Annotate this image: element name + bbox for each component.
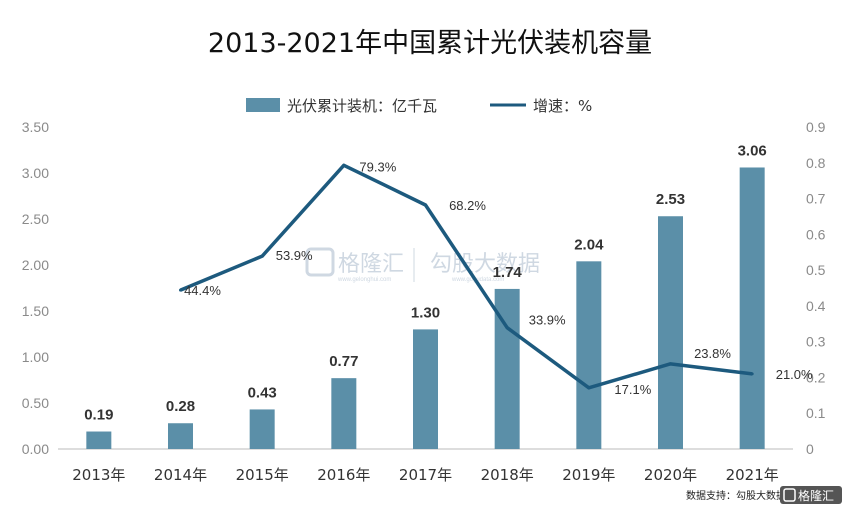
y-left-tick-label: 1.00 [22,349,49,365]
bar-data-label: 0.43 [248,384,277,401]
x-tick-label: 2021年 [726,466,779,484]
bar-data-label: 1.74 [493,264,523,281]
bar-series [86,167,765,450]
bar [86,431,112,449]
bar [576,261,602,449]
line-path [179,163,753,390]
line-data-label: 23.8% [694,346,731,361]
bar [331,378,357,449]
bar-data-label: 1.30 [411,304,440,321]
y-right-tick-label: 0.1 [806,405,826,421]
line-data-label: 79.3% [359,159,396,174]
footer-source: 数据支持：勾股大数据 [686,489,786,502]
y-right-tick-label: 0.9 [806,119,826,135]
y-right-tick-label: 0 [806,441,814,457]
y-left-tick-label: 2.50 [22,211,49,227]
line-series [179,163,754,390]
y-axis-left: 0.00 0.50 1.00 1.50 2.00 2.50 3.00 3.50 [22,119,49,457]
x-tick-label: 2016年 [317,466,370,484]
bar [739,167,765,450]
y-right-tick-label: 0.3 [806,334,826,350]
legend-line-label: 增速：% [533,97,592,115]
y-left-tick-label: 3.50 [22,119,49,135]
line-point [587,386,591,390]
line-data-label: 21.0% [776,367,813,382]
line-labels: 44.4% 53.9% 79.3% 68.2% 33.9% 17.1% 23.8% 21.0% [184,159,813,397]
bar-labels: 0.19 0.28 0.43 0.77 1.30 1.74 2.04 2.53 3.06 [84,142,767,423]
chart-title: 2013-2021年中国累计光伏装机容量 [208,28,652,59]
bar-data-label: 0.19 [84,407,113,424]
legend-bar-label: 光伏累计装机：亿千瓦 [287,97,437,115]
bar-data-label: 2.04 [574,236,604,253]
line-data-label: 68.2% [449,198,486,213]
bar-data-label: 3.06 [738,142,767,159]
x-tick-label: 2019年 [562,466,615,484]
line-point [179,288,182,292]
y-left-tick-label: 2.00 [22,257,49,273]
y-right-tick-label: 0.2 [806,369,826,385]
line-point [750,372,754,376]
footer-logo-text: 格隆汇 [798,488,834,503]
bar [413,329,438,449]
bar [168,423,193,449]
x-tick-label: 2020年 [644,466,697,484]
y-right-tick-label: 0.8 [806,155,826,171]
watermark-logo-icon [305,247,335,277]
line-data-label: 17.1% [614,382,651,397]
y-right-tick-label: 0.7 [806,191,826,207]
bar [658,216,683,449]
footer-logo-icon [783,488,796,502]
watermark-brand: 格隆汇 [338,252,404,277]
legend-bar-swatch [246,98,280,112]
x-tick-label: 2015年 [236,466,289,484]
y-right-tick-label: 0.5 [806,262,826,278]
watermark-data-brand: 勾股大数据 [430,252,540,277]
watermark-data-sub: www.gogudata.com [451,277,504,283]
line-point [260,254,264,258]
y-left-tick-label: 0.00 [22,441,49,457]
y-axis-right: 0 0.1 0.2 0.3 0.4 0.5 0.6 0.7 0.8 0.9 [806,119,826,457]
x-axis: 2013年 2014年 2015年 2016年 2017年 2018年 2019年 2020年… [72,466,779,484]
bar-data-label: 2.53 [656,191,685,208]
watermark-group: 格隆汇 www.gelonghui.com 勾股大数据 www.gogudata… [305,247,540,283]
legend: 光伏累计装机：亿千瓦 增速：% [246,97,592,115]
y-left-tick-label: 0.50 [22,395,49,411]
x-tick-label: 2014年 [154,466,207,484]
x-tick-label: 2013年 [72,466,125,484]
bar [249,409,275,449]
line-data-label: 44.4% [184,283,221,298]
bar-data-label: 0.77 [329,353,358,370]
line-point [505,326,509,330]
line-data-label: 33.9% [529,313,566,328]
line-point [669,362,672,366]
bar-data-label: 0.28 [166,398,195,415]
y-right-tick-label: 0.6 [806,226,826,242]
x-tick-label: 2018年 [481,466,534,484]
watermark-brand-sub: www.gelonghui.com [337,277,391,283]
y-left-tick-label: 3.00 [22,165,49,181]
line-point [424,203,427,207]
line-point [342,163,346,167]
y-left-tick-label: 1.50 [22,303,49,319]
line-data-label: 53.9% [276,248,313,263]
y-right-tick-label: 0.4 [806,298,826,314]
x-tick-label: 2017年 [399,466,452,484]
